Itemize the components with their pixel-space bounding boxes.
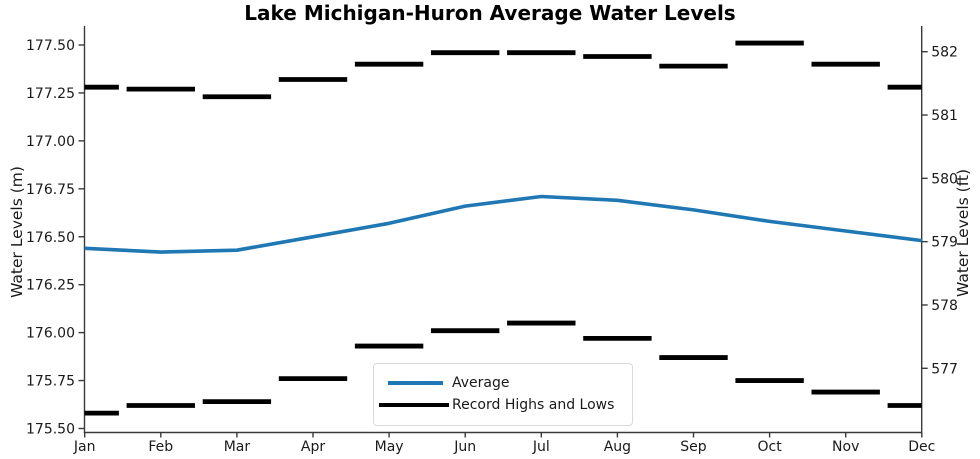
right-tick-label: 580	[931, 171, 958, 187]
x-tick-label: Sep	[680, 439, 707, 455]
left-tick-label: 176.75	[26, 182, 75, 198]
x-tick-label: Apr	[301, 439, 325, 455]
left-tick-label: 176.25	[26, 278, 75, 294]
left-tick-label: 176.50	[26, 230, 75, 246]
x-tick-label: Feb	[148, 439, 173, 455]
x-tick-label: Nov	[832, 439, 859, 455]
right-tick-label: 582	[931, 45, 958, 61]
x-tick-label: Oct	[757, 439, 782, 455]
right-tick-label: 577	[931, 361, 958, 377]
x-tick-label: Dec	[908, 439, 935, 455]
left-tick-label: 175.50	[26, 422, 75, 438]
legend: Average Record Highs and Lows	[373, 363, 633, 426]
legend-item-record: Record Highs and Lows	[374, 394, 632, 416]
left-tick-label: 177.00	[26, 134, 75, 150]
legend-item-average: Average	[374, 372, 632, 394]
x-tick-label: Jul	[532, 439, 550, 455]
left-tick-label: 177.50	[26, 38, 75, 54]
left-tick-label: 176.00	[26, 326, 75, 342]
legend-label-record: Record Highs and Lows	[452, 397, 615, 413]
left-tick-label: 175.75	[26, 374, 75, 390]
x-tick-label: May	[375, 439, 404, 455]
legend-label-average: Average	[452, 375, 510, 391]
average-line	[84, 194, 923, 254]
right-tick-label: 581	[931, 108, 958, 124]
chart-title: Lake Michigan-Huron Average Water Levels	[244, 1, 736, 25]
right-tick-label: 579	[931, 235, 958, 251]
record-highs-lows-swatch	[379, 402, 449, 408]
average-line-swatch	[388, 381, 443, 385]
left-tick-label: 177.25	[26, 86, 75, 102]
right-tick-label: 578	[931, 298, 958, 314]
x-tick-label: Aug	[604, 439, 631, 455]
x-tick-label: Mar	[224, 439, 251, 455]
x-tick-label: Jan	[73, 439, 96, 455]
x-tick-label: Jun	[453, 439, 476, 455]
